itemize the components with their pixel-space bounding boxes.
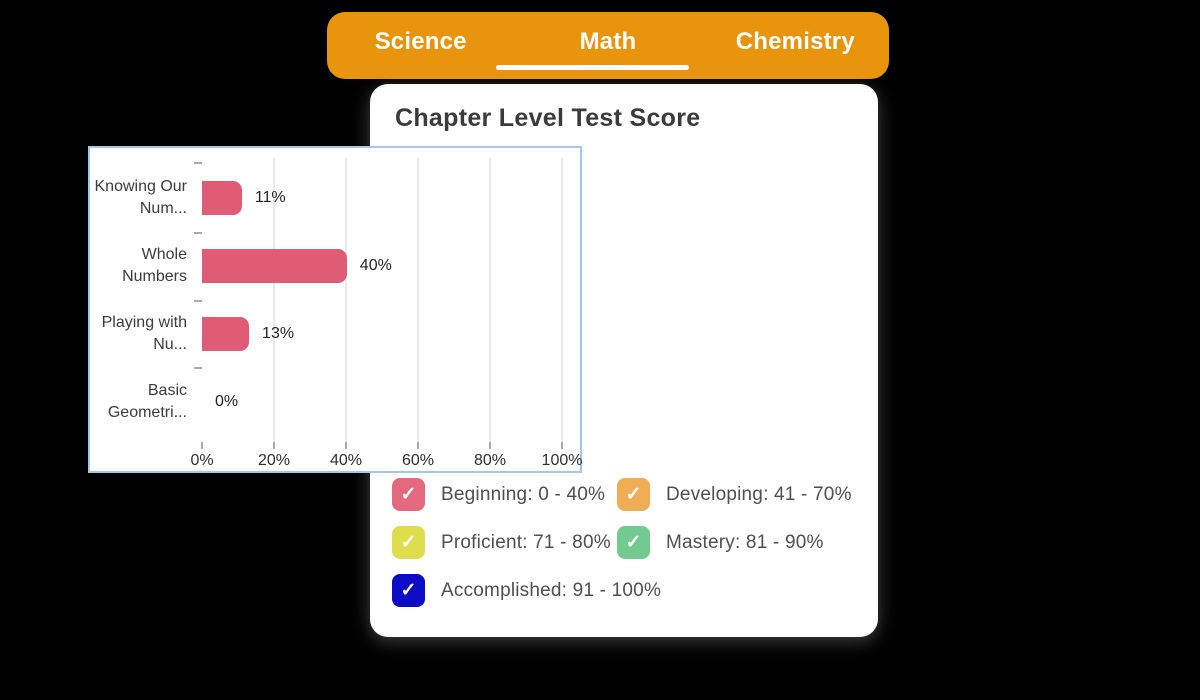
x-tick-label: 0% (190, 452, 214, 469)
x-axis-tick (417, 442, 419, 449)
x-tick-label: 80% (473, 452, 507, 469)
gridline (273, 158, 275, 442)
bar-chart-panel: Knowing Our Num... 11% Whole Numbers 40%… (88, 146, 582, 473)
tab-bar: Science Math Chemistry (327, 12, 889, 79)
legend-item-accomplished: ✓ Accomplished: 91 - 100% (392, 574, 661, 607)
legend-label: Proficient: 71 - 80% (441, 531, 611, 553)
chart-rows: Knowing Our Num... 11% Whole Numbers 40%… (90, 164, 564, 436)
chart-legend: ✓ Beginning: 0 - 40% ✓ Developing: 41 - … (392, 478, 852, 607)
legend-checkbox-proficient[interactable]: ✓ (392, 526, 425, 559)
x-axis-tick (201, 442, 203, 449)
chart-bar[interactable] (202, 317, 250, 351)
category-label: Basic Geometri... (107, 382, 187, 421)
bar-value-label: 0% (215, 393, 239, 410)
category-label: Whole Numbers (122, 246, 187, 285)
chart-row: Whole Numbers 40% (90, 232, 564, 300)
legend-item-proficient: ✓ Proficient: 71 - 80% (392, 526, 617, 559)
bar-track: 13% (202, 300, 564, 368)
chart-row: Basic Geometri... 0% (90, 368, 564, 436)
checkmark-icon: ✓ (400, 532, 417, 553)
category-label: Knowing Our Num... (94, 178, 188, 217)
chart-bar[interactable] (202, 181, 242, 215)
chart-row: Knowing Our Num... 11% (90, 164, 564, 232)
checkmark-icon: ✓ (400, 580, 417, 601)
x-axis-tick (561, 442, 563, 449)
x-axis-tick (345, 442, 347, 449)
checkmark-icon: ✓ (625, 532, 642, 553)
legend-checkbox-beginning[interactable]: ✓ (392, 478, 425, 511)
x-axis-tick (273, 442, 275, 449)
bar-track: 40% (202, 232, 564, 300)
category-axis-tick (194, 300, 202, 302)
legend-item-developing: ✓ Developing: 41 - 70% (617, 478, 852, 511)
bar-value-label: 11% (254, 189, 286, 206)
bar-value-label: 40% (359, 257, 392, 274)
tab-math[interactable]: Math (579, 27, 637, 55)
tab-chemistry[interactable]: Chemistry (735, 27, 855, 55)
plot-area (194, 158, 563, 449)
chart-row: Playing with Nu... 13% (90, 300, 564, 368)
gridline (561, 158, 563, 442)
category-axis-tick (194, 232, 202, 234)
x-axis-labels: 0% 20% 40% 60% 80% 100% (190, 452, 582, 472)
checkmark-icon: ✓ (400, 484, 417, 505)
tab-science[interactable]: Science (374, 27, 467, 55)
bar-track: 11% (202, 164, 564, 232)
legend-item-beginning: ✓ Beginning: 0 - 40% (392, 478, 617, 511)
legend-checkbox-accomplished[interactable]: ✓ (392, 574, 425, 607)
x-tick-label: 20% (257, 452, 291, 469)
legend-item-mastery: ✓ Mastery: 81 - 90% (617, 526, 852, 559)
x-tick-label: 40% (329, 452, 363, 469)
legend-label: Accomplished: 91 - 100% (441, 579, 662, 601)
checkmark-icon: ✓ (625, 484, 642, 505)
bar-value-label: 13% (262, 325, 295, 342)
category-axis-tick (194, 367, 202, 369)
category-axis-tick (194, 162, 202, 164)
legend-checkbox-developing[interactable]: ✓ (617, 478, 650, 511)
legend-checkbox-mastery[interactable]: ✓ (617, 526, 650, 559)
active-tab-indicator (496, 65, 689, 70)
chart-bar[interactable] (202, 249, 347, 283)
legend-label: Developing: 41 - 70% (666, 483, 852, 505)
card-title: Chapter Level Test Score (395, 104, 701, 132)
legend-label: Beginning: 0 - 40% (441, 483, 606, 505)
legend-label: Mastery: 81 - 90% (666, 531, 824, 553)
x-tick-label: 100% (541, 452, 583, 469)
gridline (345, 158, 347, 442)
bar-track: 0% (202, 368, 564, 436)
gridline (489, 158, 491, 442)
x-tick-label: 60% (401, 452, 435, 469)
gridline (417, 158, 419, 442)
category-label: Playing with Nu... (101, 314, 187, 353)
x-axis-tick (489, 442, 491, 449)
